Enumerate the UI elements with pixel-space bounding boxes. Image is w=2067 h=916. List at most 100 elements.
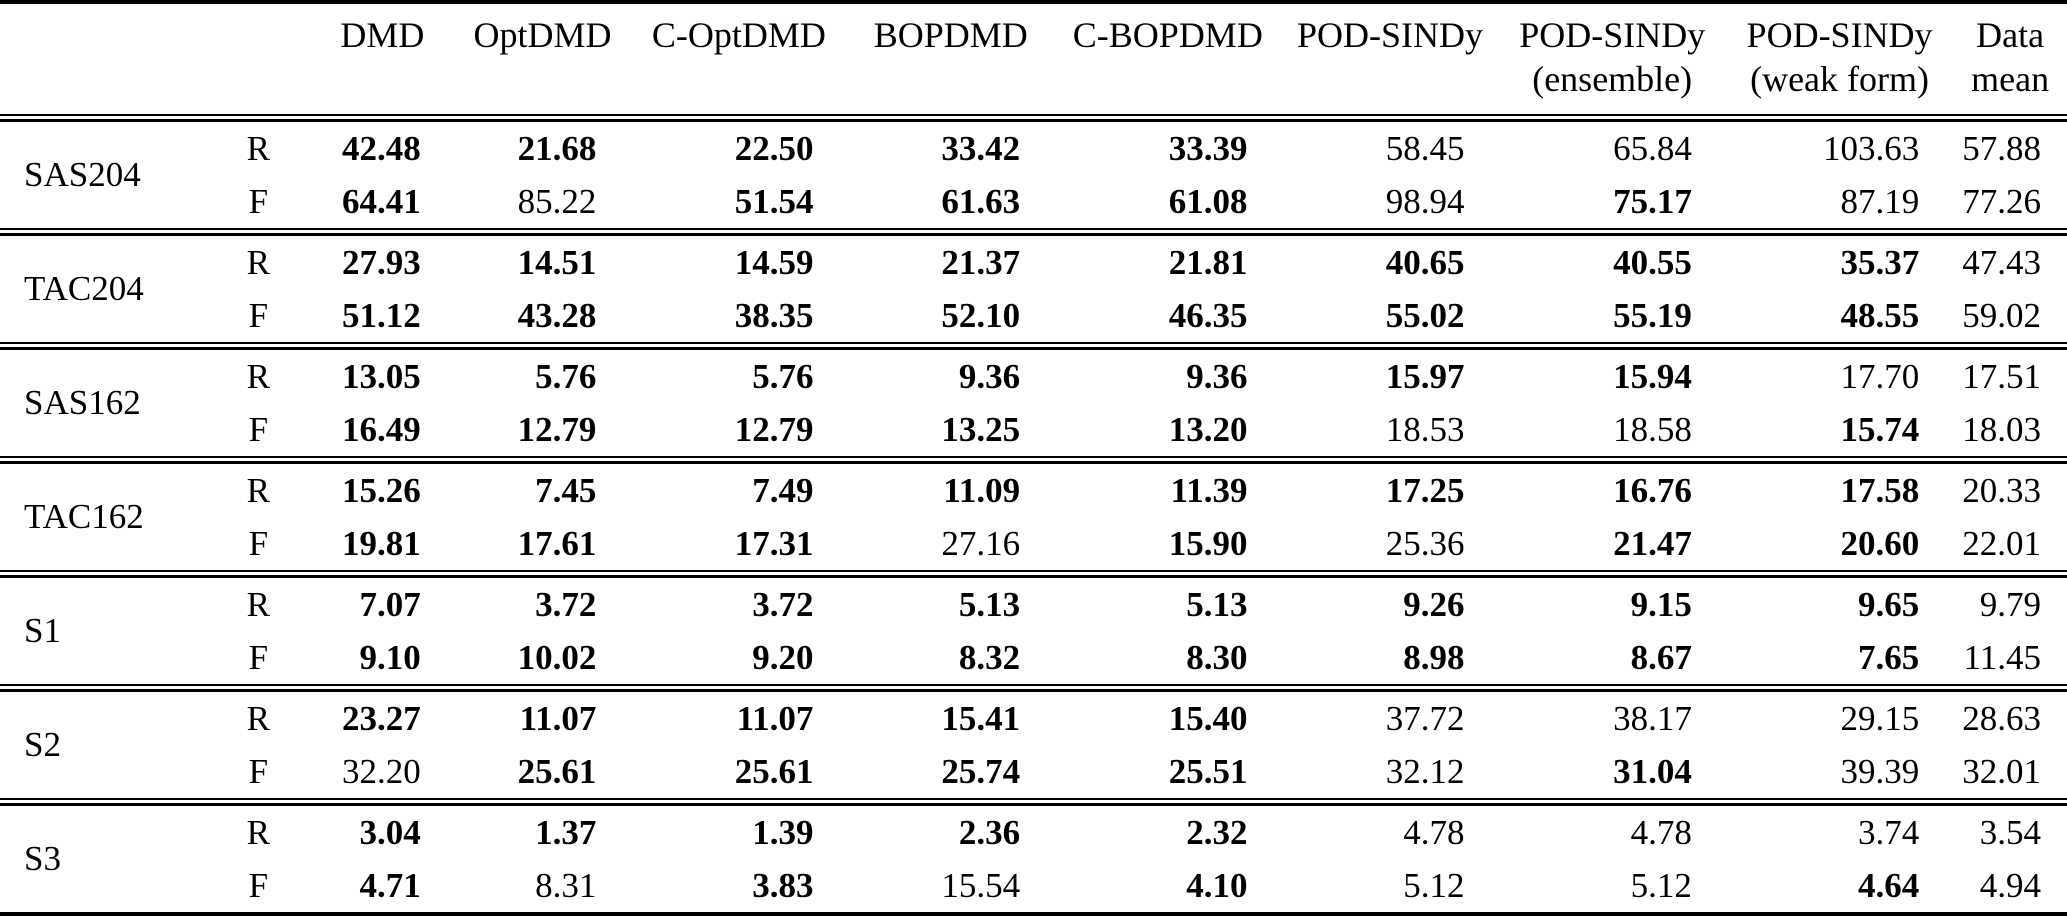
dataset-label: S2: [24, 725, 61, 764]
value-cell: 16.76: [1613, 470, 1692, 510]
rule-cell: [0, 114, 2067, 122]
value-cell: 51.12: [341, 295, 421, 335]
value-cell: 7.65: [1857, 637, 1920, 677]
row-type-label: F: [248, 637, 269, 677]
column-header: BOPDMD: [847, 2, 1054, 114]
value-cell: 25.61: [734, 751, 814, 791]
value-cell: 17.58: [1840, 470, 1920, 510]
value-cell: 5.12: [1630, 865, 1692, 905]
value-cell: 46.35: [1168, 295, 1248, 335]
column-header: C-BOPDMD: [1054, 2, 1281, 114]
value-cell: 25.36: [1385, 523, 1465, 563]
value-cell: 8.32: [958, 637, 1021, 677]
value-cell: 38.17: [1613, 698, 1692, 738]
value-cell: 33.39: [1168, 128, 1248, 168]
horizontal-rule: [0, 228, 2067, 236]
value-cell: 18.53: [1385, 409, 1465, 449]
value-cell: 33.42: [941, 128, 1021, 168]
value-cell: 28.63: [1962, 698, 2041, 738]
value-cell: 9.79: [1979, 584, 2041, 624]
value-cell: 17.25: [1385, 470, 1465, 510]
table-row: F 9.10 10.02 9.20 8.32 8.30 8.98 8.67 7.65 11.45: [0, 631, 2067, 684]
value-cell: 8.98: [1403, 637, 1465, 677]
column-header-line2: mean: [1971, 58, 2050, 99]
row-type-label: R: [246, 812, 271, 852]
row-type-label: F: [248, 181, 269, 221]
row-type-label: R: [246, 470, 271, 510]
dataset-label: SAS204: [24, 155, 141, 194]
column-header-line1: Data: [1976, 15, 2045, 55]
rule-row: [0, 456, 2067, 464]
value-cell: 17.31: [734, 523, 814, 563]
column-header: POD-SINDy (weak form): [1726, 2, 1953, 114]
rule-row: [0, 684, 2067, 692]
corner-cell-dataset: [0, 2, 207, 114]
value-cell: 20.33: [1962, 470, 2041, 510]
horizontal-rule: [0, 456, 2067, 464]
value-cell: 3.54: [1979, 812, 2041, 852]
value-cell: 31.04: [1613, 751, 1692, 791]
horizontal-rule: [0, 114, 2067, 122]
value-cell: 7.49: [752, 470, 814, 510]
row-type-label: F: [248, 295, 269, 335]
value-cell: 32.20: [341, 751, 421, 791]
row-type-label: F: [248, 865, 269, 905]
column-header-line2: (weak form): [1750, 58, 1930, 99]
table-row: F 64.41 85.22 51.54 61.63 61.08 98.94 75.17 87.1…: [0, 175, 2067, 228]
value-cell: 61.63: [941, 181, 1021, 221]
dataset-label: TAC204: [24, 269, 144, 308]
value-cell: 40.55: [1613, 242, 1692, 282]
value-cell: 27.93: [341, 242, 421, 282]
horizontal-rule: [0, 798, 2067, 806]
value-cell: 18.58: [1613, 409, 1692, 449]
table-row: F 51.12 43.28 38.35 52.10 46.35 55.02 55.19 48.5…: [0, 289, 2067, 342]
value-cell: 2.36: [958, 812, 1021, 852]
value-cell: 21.47: [1613, 523, 1692, 563]
column-header-line2: (ensemble): [1532, 58, 1693, 99]
value-cell: 9.36: [958, 356, 1021, 396]
dataset-label: TAC162: [24, 497, 144, 536]
value-cell: 12.79: [517, 409, 597, 449]
value-cell: 5.13: [958, 584, 1021, 624]
value-cell: 15.90: [1168, 523, 1248, 563]
rule-row: [0, 342, 2067, 350]
table-header: DMD OptDMD C-OptDMD BOPDMD C-BOPDMD POD-SINDy…: [0, 2, 2067, 114]
value-cell: 13.05: [341, 356, 421, 396]
value-cell: 3.74: [1857, 812, 1920, 852]
value-cell: 42.48: [341, 128, 421, 168]
value-cell: 87.19: [1840, 181, 1920, 221]
value-cell: 25.51: [1168, 751, 1248, 791]
value-cell: 64.41: [341, 181, 421, 221]
column-header: DMD: [310, 2, 455, 114]
column-header: Data mean: [1953, 2, 2067, 114]
rule-cell: [0, 684, 2067, 692]
value-cell: 19.81: [341, 523, 421, 563]
value-cell: 13.25: [941, 409, 1021, 449]
column-header-line1: POD-SINDy: [1519, 15, 1706, 55]
value-cell: 35.37: [1840, 242, 1920, 282]
horizontal-rule: [0, 342, 2067, 350]
value-cell: 17.51: [1962, 356, 2041, 396]
value-cell: 4.64: [1857, 865, 1920, 905]
value-cell: 11.45: [1963, 637, 2041, 677]
table-row: S3 R 3.04 1.37 1.39 2.36 2.32 4.78 4.78 3.74 3.54: [0, 806, 2067, 879]
value-cell: 7.45: [535, 470, 597, 510]
value-cell: 8.67: [1630, 637, 1692, 677]
value-cell: 10.02: [517, 637, 597, 677]
value-cell: 4.78: [1630, 812, 1692, 852]
row-type-label: R: [246, 242, 271, 282]
value-cell: 9.36: [1186, 356, 1248, 396]
value-cell: 32.12: [1385, 751, 1465, 791]
column-header-line1: C-BOPDMD: [1072, 15, 1263, 55]
header-row: DMD OptDMD C-OptDMD BOPDMD C-BOPDMD POD-SINDy…: [0, 2, 2067, 114]
row-type-label: F: [248, 751, 269, 791]
value-cell: 43.28: [517, 295, 597, 335]
value-cell: 9.65: [1857, 584, 1920, 624]
value-cell: 57.88: [1962, 128, 2041, 168]
dataset-label: S3: [24, 839, 61, 878]
value-cell: 77.26: [1962, 181, 2041, 221]
value-cell: 7.07: [359, 584, 421, 624]
value-cell: 65.84: [1613, 128, 1692, 168]
value-cell: 37.72: [1385, 698, 1465, 738]
